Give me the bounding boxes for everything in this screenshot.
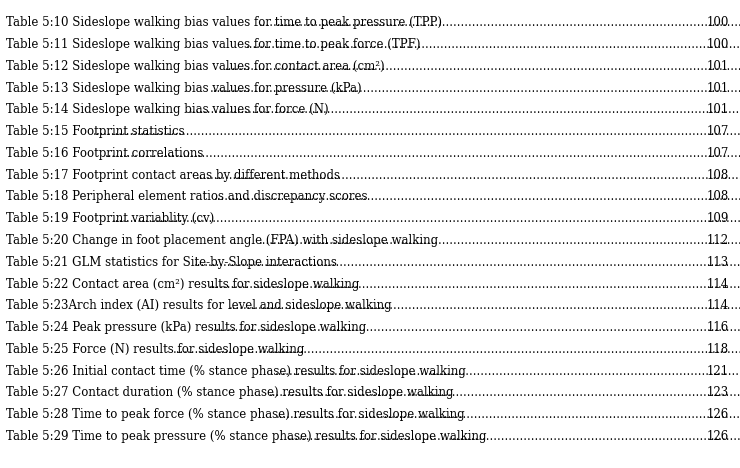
- Text: 114: 114: [707, 300, 729, 312]
- Text: Table 5:18 Peripheral element ratios and discrepancy scores: Table 5:18 Peripheral element ratios and…: [6, 190, 371, 204]
- Text: Table 5:26 Initial contact time (% stance phase) results for sideslope walking: Table 5:26 Initial contact time (% stanc…: [6, 365, 465, 378]
- Text: ................................................................................: ........................................…: [196, 168, 740, 182]
- Text: ................................................................................: ........................................…: [276, 408, 740, 421]
- Text: ................................................................................: ........................................…: [288, 430, 740, 443]
- Text: Table 5:24 Peak pressure (kPa) results for sideslope walking: Table 5:24 Peak pressure (kPa) results f…: [6, 321, 370, 334]
- Text: 126: 126: [707, 408, 729, 421]
- Text: ................................................................................: ........................................…: [225, 60, 740, 73]
- Text: Table 5:28 Time to peak force (% stance phase) results for sideslope walking: Table 5:28 Time to peak force (% stance …: [6, 408, 468, 421]
- Text: ................................................................................: ........................................…: [229, 300, 740, 312]
- Text: ................................................................................: ........................................…: [209, 278, 740, 291]
- Text: 123: 123: [707, 387, 729, 399]
- Text: 108: 108: [707, 190, 729, 204]
- Text: 116: 116: [707, 321, 729, 334]
- Text: ................................................................................: ........................................…: [173, 343, 740, 356]
- Text: ................................................................................: ........................................…: [189, 103, 740, 117]
- Text: 109: 109: [707, 212, 729, 225]
- Text: ................................................................................: ........................................…: [210, 81, 740, 95]
- Text: 118: 118: [707, 343, 729, 356]
- Text: 114: 114: [707, 278, 729, 291]
- Text: Table 5:17 Footprint contact areas by different methods: Table 5:17 Footprint contact areas by di…: [6, 168, 343, 182]
- Text: ................................................................................: ........................................…: [259, 16, 740, 29]
- Text: Table 5:15 Footprint statistics: Table 5:15 Footprint statistics: [6, 125, 184, 138]
- Text: 100: 100: [707, 38, 729, 51]
- Text: ................................................................................: ........................................…: [213, 321, 740, 334]
- Text: ................................................................................: ........................................…: [194, 256, 740, 269]
- Text: Table 5:16 Footprint correlations: Table 5:16 Footprint correlations: [6, 147, 204, 160]
- Text: 100: 100: [707, 16, 729, 29]
- Text: ................................................................................: ........................................…: [112, 212, 740, 225]
- Text: Table 5:20 Change in foot placement angle (FPA) with sideslope walking: Table 5:20 Change in foot placement angl…: [6, 234, 442, 247]
- Text: 112: 112: [707, 234, 729, 247]
- Text: Table 5:21 GLM statistics for Site-by-Slope interactions: Table 5:21 GLM statistics for Site-by-Sl…: [6, 256, 340, 269]
- Text: 126: 126: [707, 430, 729, 443]
- Text: ................................................................................: ........................................…: [246, 38, 740, 51]
- Text: 107: 107: [707, 147, 729, 160]
- Text: Table 5:22 Contact area (cm²) results for sideslope walking: Table 5:22 Contact area (cm²) results fo…: [6, 278, 363, 291]
- Text: Table 5:27 Contact duration (% stance phase) results for sideslope walking: Table 5:27 Contact duration (% stance ph…: [6, 387, 457, 399]
- Text: ................................................................................: ........................................…: [105, 147, 740, 160]
- Text: Table 5:19 Footprint variablity (cv): Table 5:19 Footprint variablity (cv): [6, 212, 214, 225]
- Text: Table 5:12 Sideslope walking bias values for contact area (cm²): Table 5:12 Sideslope walking bias values…: [6, 60, 388, 73]
- Text: 121: 121: [707, 365, 729, 378]
- Text: ................................................................................: ........................................…: [269, 387, 740, 399]
- Text: Table 5:25 Force (N) results for sideslope walking: Table 5:25 Force (N) results for sideslo…: [6, 343, 308, 356]
- Text: 108: 108: [707, 168, 729, 182]
- Text: ................................................................................: ........................................…: [93, 125, 740, 138]
- Text: 101: 101: [707, 81, 729, 95]
- Text: 113: 113: [707, 256, 729, 269]
- Text: ................................................................................: ........................................…: [275, 365, 740, 378]
- Text: ................................................................................: ........................................…: [259, 234, 740, 247]
- Text: 107: 107: [707, 125, 729, 138]
- Text: 101: 101: [707, 103, 729, 117]
- Text: Table 5:11 Sideslope walking bias values for time to peak force (TPF): Table 5:11 Sideslope walking bias values…: [6, 38, 420, 51]
- Text: Table 5:13 Sideslope walking bias values for pressure (kPa): Table 5:13 Sideslope walking bias values…: [6, 81, 366, 95]
- Text: Table 5:14 Sideslope walking bias values for force (N): Table 5:14 Sideslope walking bias values…: [6, 103, 332, 117]
- Text: 101: 101: [707, 60, 729, 73]
- Text: Table 5:10 Sideslope walking bias values for time to peak pressure (TPP): Table 5:10 Sideslope walking bias values…: [6, 16, 442, 29]
- Text: ................................................................................: ........................................…: [214, 190, 740, 204]
- Text: Table 5:29 Time to peak pressure (% stance phase) results for sideslope walking: Table 5:29 Time to peak pressure (% stan…: [6, 430, 486, 443]
- Text: Table 5:23Arch index (AI) results for level and sideslope walking: Table 5:23Arch index (AI) results for le…: [6, 300, 395, 312]
